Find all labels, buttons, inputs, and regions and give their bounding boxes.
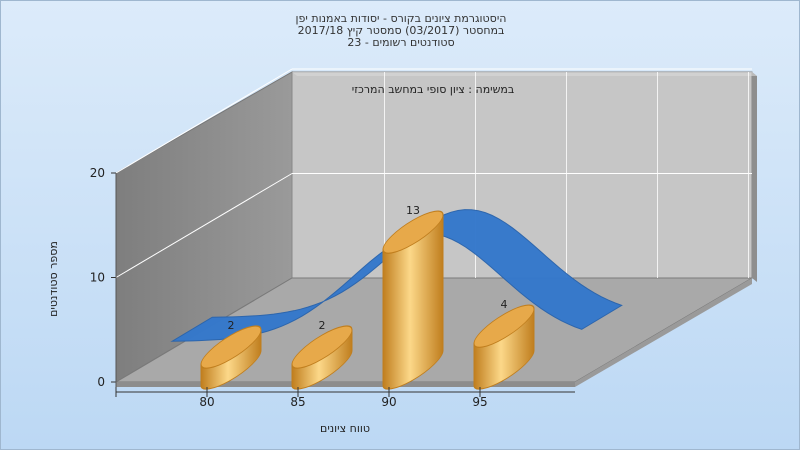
left-wall-gridlines	[115, 68, 293, 278]
chart-title-line-1: היסטוגרמת ציונים בקורס - יסודות באמנות י…	[295, 12, 507, 25]
bar-body	[473, 308, 535, 390]
bar: 4	[473, 298, 535, 390]
back-wall-edge	[752, 72, 757, 282]
bar-cap	[200, 325, 262, 369]
bar-cap	[382, 210, 444, 254]
x-axis: 80 85 90 95	[115, 387, 575, 409]
bar-cap	[291, 325, 353, 369]
bar: 2	[200, 319, 262, 390]
bar-value-label: 13	[406, 204, 420, 217]
chart-annotation: במשימה : ציון סופי במחשב המרכזי	[352, 83, 515, 96]
y-axis: 0 10 20	[90, 166, 117, 389]
chart-title-block: היסטוגרמת ציונים בקורס - יסודות באמנות י…	[1, 13, 800, 49]
normal-curve-ribbon	[170, 209, 623, 342]
x-tick-label: 90	[381, 395, 396, 409]
bar: 13	[382, 204, 444, 390]
y-axis-label: מספר סטודנטים	[47, 241, 60, 317]
left-gridline	[115, 68, 293, 174]
back-wall-gridlines	[292, 68, 752, 278]
floor-edge	[116, 382, 575, 387]
x-axis-label: טווח ציונים	[320, 422, 370, 435]
bar: 2	[291, 319, 353, 390]
normal-curve-series	[170, 209, 623, 342]
chart-title-line-2: במחסטר (03/2017) סמסטר קיץ 2017/18	[297, 24, 505, 37]
bar-value-label: 2	[228, 319, 235, 332]
floor-edge-side	[575, 278, 752, 387]
x-tick-label: 95	[472, 395, 487, 409]
x-tick-label: 85	[290, 395, 305, 409]
chart-title-line-3: סטודנטים רשומים - 23	[347, 36, 455, 49]
back-wall-top-edge	[292, 72, 757, 76]
y-tick-label: 0	[97, 375, 105, 389]
bar-value-label: 4	[501, 298, 508, 311]
bar-value-label: 2	[319, 319, 326, 332]
bar-body	[382, 214, 444, 390]
bar-cap	[473, 304, 535, 348]
y-tick-label: 10	[90, 271, 105, 285]
y-tick-label: 20	[90, 166, 105, 180]
left-gridline	[115, 173, 293, 278]
x-tick-label: 80	[199, 395, 214, 409]
